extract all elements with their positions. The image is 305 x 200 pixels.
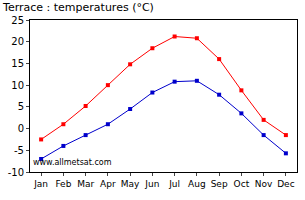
svg-text:0: 0 bbox=[18, 123, 24, 134]
svg-text:15: 15 bbox=[11, 58, 24, 69]
svg-text:20: 20 bbox=[11, 36, 24, 47]
svg-text:Nov: Nov bbox=[255, 179, 273, 189]
svg-text:May: May bbox=[121, 179, 140, 189]
svg-text:Jul: Jul bbox=[168, 179, 180, 189]
svg-text:-10: -10 bbox=[8, 167, 24, 178]
svg-text:-5: -5 bbox=[14, 145, 24, 156]
svg-text:10: 10 bbox=[11, 80, 24, 91]
svg-text:Aug: Aug bbox=[188, 179, 206, 189]
svg-text:25: 25 bbox=[11, 15, 24, 26]
svg-text:Mar: Mar bbox=[77, 179, 94, 189]
svg-text:Terrace : temperatures (°C): Terrace : temperatures (°C) bbox=[2, 1, 154, 14]
svg-text:5: 5 bbox=[18, 101, 24, 112]
svg-text:Jun: Jun bbox=[144, 179, 159, 189]
svg-text:Oct: Oct bbox=[234, 179, 250, 189]
svg-text:Dec: Dec bbox=[277, 179, 294, 189]
svg-text:Sep: Sep bbox=[211, 179, 228, 189]
svg-text:Jan: Jan bbox=[33, 179, 48, 189]
svg-text:Apr: Apr bbox=[100, 179, 116, 189]
svg-text:Feb: Feb bbox=[55, 179, 71, 189]
svg-text:www.allmetsat.com: www.allmetsat.com bbox=[33, 158, 112, 167]
